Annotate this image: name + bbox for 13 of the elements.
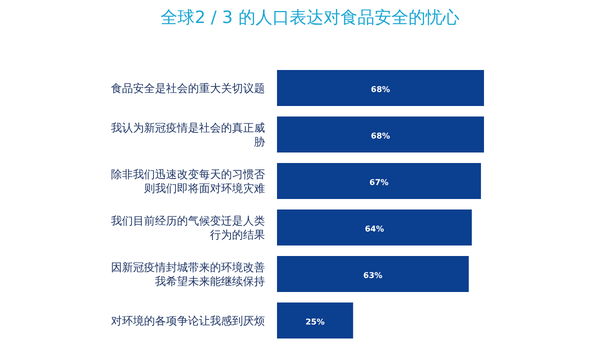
y-tick-label: 我们目前经历的气候变迁是人类行为的结果 bbox=[111, 214, 265, 242]
data-label: 68% bbox=[370, 85, 390, 94]
y-tick-label: 因新冠疫情封城带来的环境改善我希望未来能继续保持 bbox=[111, 261, 265, 288]
y-tick-label: 对环境的各项争论让我感到厌烦 bbox=[111, 314, 265, 328]
data-label: 63% bbox=[363, 271, 382, 280]
data-label: 25% bbox=[305, 318, 325, 326]
chart-title: 全球2 / 3 的人口表达对食品安全的忧心 bbox=[160, 8, 460, 28]
data-label: 67% bbox=[369, 178, 389, 187]
y-tick-label: 除非我们迅速改变每天的习惯否则我们即将面对环境灾难 bbox=[111, 168, 265, 195]
y-tick-label: 食品安全是社会的重大关切议题 bbox=[111, 82, 265, 95]
y-tick-label: 我认为新冠疫情是社会的真正威胁 bbox=[111, 122, 265, 148]
data-label: 64% bbox=[364, 224, 384, 234]
data-label: 68% bbox=[370, 132, 390, 140]
